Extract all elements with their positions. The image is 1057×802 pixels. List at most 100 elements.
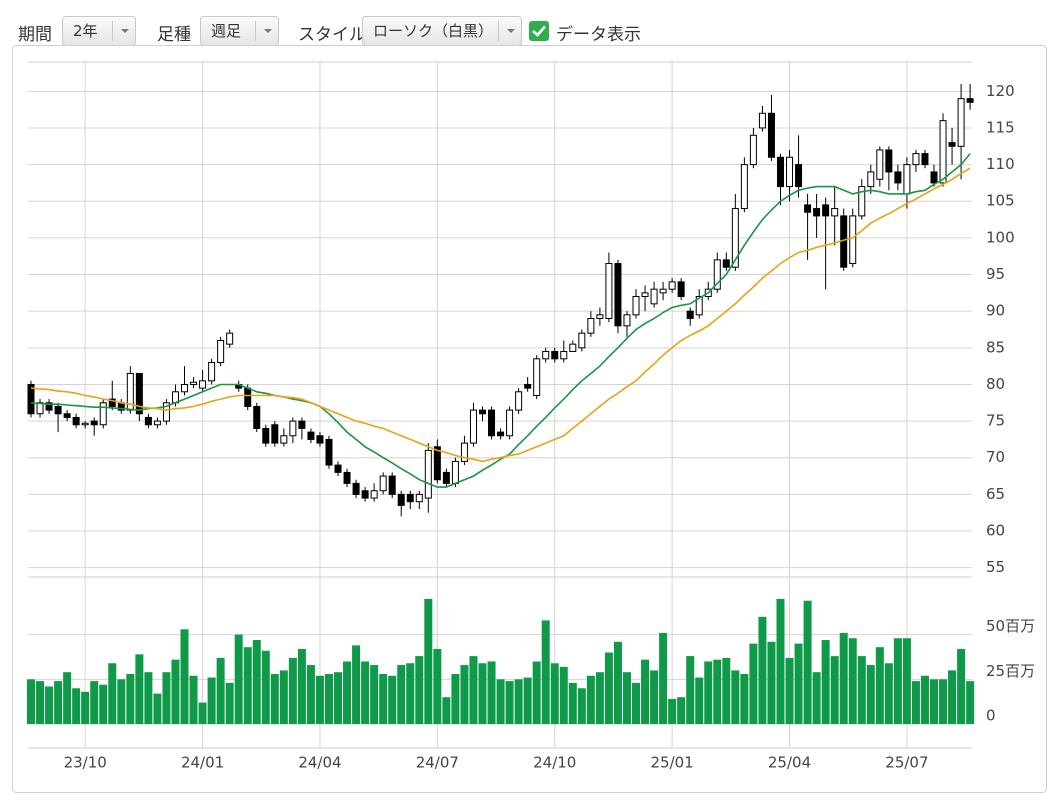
volume-bar <box>388 675 397 724</box>
x-tick-label: 25/07 <box>885 754 928 772</box>
volume-bar <box>514 679 523 724</box>
x-tick-label: 24/07 <box>416 754 459 772</box>
candle-body <box>415 493 423 503</box>
x-tick-label: 24/01 <box>181 754 224 772</box>
check-icon <box>532 25 546 37</box>
candle-body <box>442 471 450 484</box>
volume-bar <box>216 657 225 724</box>
volume-bar <box>505 681 514 724</box>
volume-tick-label: 0 <box>986 707 996 725</box>
volume-tick-label: 50百万 <box>986 617 1035 635</box>
volume-bar <box>487 661 496 724</box>
volume-bar <box>135 654 144 724</box>
volume-bar <box>252 640 261 724</box>
volume-bar <box>370 665 379 724</box>
candle-body <box>280 435 288 444</box>
volume-bar <box>776 598 785 724</box>
candle-body <box>623 314 631 327</box>
volume-bar <box>722 657 731 724</box>
candle-body <box>262 427 270 444</box>
candle-body <box>542 350 550 360</box>
volume-bar <box>812 672 821 724</box>
moving-average-line <box>30 153 971 488</box>
candle-body <box>560 350 568 360</box>
y-tick-label: 90 <box>986 302 1005 320</box>
candle-body <box>325 438 333 466</box>
volume-bar <box>659 632 668 724</box>
candle-body <box>767 112 775 158</box>
candle-body <box>912 153 920 166</box>
dropdown-arrow <box>112 21 135 41</box>
volume-bar <box>713 659 722 724</box>
candle-body <box>551 350 559 360</box>
y-tick-label: 100 <box>986 228 1015 246</box>
volume-bar <box>279 670 288 724</box>
volume-bar <box>704 661 713 724</box>
candle-body <box>370 490 378 499</box>
volume-bar <box>306 665 315 724</box>
style-select[interactable]: ローソク（白黒） <box>362 16 522 46</box>
volume-bar <box>297 648 306 724</box>
candle-body <box>298 420 306 429</box>
candle-body <box>244 387 252 407</box>
volume-bar <box>99 684 108 724</box>
volume-bar <box>966 681 975 724</box>
candle-body <box>469 409 477 444</box>
volume-bar <box>379 673 388 724</box>
x-tick-label: 23/10 <box>64 754 107 772</box>
volume-bar <box>442 697 451 724</box>
volume-bar <box>622 672 631 724</box>
data-checkbox[interactable] <box>529 21 549 41</box>
candle-body <box>786 156 794 188</box>
volume-bar <box>794 643 803 724</box>
volume-bar <box>180 629 189 724</box>
candle-body <box>424 449 432 499</box>
volume-bar <box>334 672 343 724</box>
volume-tick-label: 25百万 <box>986 662 1035 680</box>
period-label: 期間 <box>18 25 52 45</box>
volume-bar <box>821 640 830 724</box>
moving-average-line <box>30 167 971 463</box>
volume-bar <box>469 656 478 724</box>
volume-bar <box>695 677 704 724</box>
volume-bar <box>948 670 957 724</box>
candle-body <box>722 259 730 268</box>
volume-bar <box>72 688 81 724</box>
volume-bar <box>803 600 812 724</box>
candle-body <box>388 475 396 495</box>
candle-body <box>758 112 766 129</box>
candle-body <box>153 420 161 426</box>
candle-body <box>135 372 143 415</box>
volume-bar <box>153 693 162 724</box>
candle-body <box>957 98 965 147</box>
candle-body <box>379 475 387 492</box>
candle-body <box>497 431 505 437</box>
candle-body <box>587 318 595 334</box>
candle-body <box>226 332 234 345</box>
volume-bar <box>875 647 884 724</box>
candle-body <box>334 464 342 473</box>
volume-bar <box>108 663 117 724</box>
period-value: 2年 <box>73 22 98 40</box>
volume-bar <box>352 645 361 724</box>
candle-body <box>45 402 53 411</box>
volume-bar <box>90 681 99 724</box>
candle-body <box>804 204 812 213</box>
volume-bar <box>117 679 126 724</box>
candle-body <box>605 263 613 319</box>
y-tick-label: 75 <box>986 412 1005 430</box>
dropdown-arrow <box>498 21 521 41</box>
volume-bar <box>586 675 595 724</box>
candle-body <box>217 339 225 363</box>
candle-body <box>713 259 721 290</box>
candle-body <box>108 398 116 407</box>
candle-body <box>54 405 62 415</box>
y-tick-label: 80 <box>986 375 1005 393</box>
candle-body <box>199 380 207 389</box>
candle-body <box>433 446 441 481</box>
volume-bar <box>911 681 920 724</box>
candle-body <box>271 424 279 444</box>
volume-bar <box>532 661 541 724</box>
volume-bar <box>902 638 911 724</box>
